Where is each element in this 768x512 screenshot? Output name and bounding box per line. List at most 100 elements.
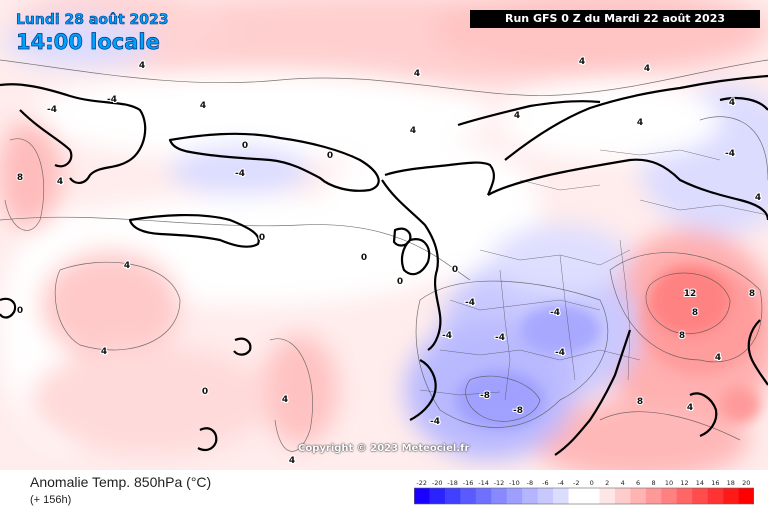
copyright-watermark: Copyright © 2023 Meteociel.fr (298, 443, 470, 454)
contour-label: 0 (259, 233, 265, 243)
legend-swatch (444, 488, 461, 504)
legend-swatch (676, 488, 693, 504)
contour-label: 8 (637, 397, 643, 407)
legend-swatch (429, 488, 446, 504)
legend-tick-label: -4 (558, 479, 564, 487)
borders (419, 149, 768, 401)
legend-tick-label: -8 (527, 479, 533, 487)
legend-tick-label: 8 (651, 479, 655, 487)
contour-label: 0 (327, 151, 333, 161)
legend-tick-label: 20 (742, 479, 750, 487)
legend-swatch (645, 488, 662, 504)
contour-label: 0 (361, 253, 367, 263)
contour-label: -8 (480, 391, 490, 401)
contour-label: 4 (139, 61, 145, 71)
contour-label: -8 (513, 406, 523, 416)
contour-label: 0 (242, 141, 248, 151)
legend-swatch (661, 488, 678, 504)
valid-date: Lundi 28 août 2023 (16, 12, 169, 29)
legend-swatch (599, 488, 616, 504)
contour-label: 4 (200, 101, 206, 111)
legend-swatch (630, 488, 647, 504)
contour-label: -4 (495, 333, 505, 343)
legend-swatch (460, 488, 477, 504)
legend-tick-label: -16 (463, 479, 474, 487)
legend-swatch (553, 488, 569, 504)
contour-label: 4 (514, 111, 520, 121)
contour-label: -4 (555, 348, 565, 358)
legend-tick-label: 12 (680, 479, 688, 487)
contour-label: 4 (124, 261, 130, 271)
legend-swatch (522, 488, 538, 504)
legend-swatch (723, 488, 739, 504)
legend-swatch (537, 488, 554, 504)
contour-label: 12 (684, 289, 697, 299)
contour-label: -4 (442, 331, 452, 341)
valid-time: 14:00 locale (16, 30, 161, 55)
contour-label: 0 (397, 277, 403, 287)
contour-label: 4 (282, 395, 288, 405)
contour-labels: 4 -4 -4 4 4 4 4 4 4 8 4 0 -4 0 0 4 0 0 0 -4 -4 -4 -4 -4 -8 -8 -4 12… (16, 56, 762, 467)
contour-label: 4 (715, 353, 721, 363)
contour-label: 4 (579, 57, 585, 67)
legend-tick-label: 0 (590, 479, 594, 487)
contour-lines (0, 59, 768, 452)
legend-tick-label: -10 (509, 479, 520, 487)
contour-label: -4 (465, 298, 475, 308)
legend-tick-label: -2 (573, 479, 579, 487)
anomaly-map: 4 -4 -4 4 4 4 4 4 4 8 4 0 -4 0 0 4 0 0 0 -4 -4 -4 -4 -4 -8 -8 -4 12… (0, 0, 768, 470)
color-scale-legend: -22 -20 -18 -16 -14 -12 -10 -8 -6 -4 -2 0 2 4 6 8 10 12 14… (414, 479, 754, 505)
legend-tick-label: -22 (416, 479, 427, 487)
legend-swatch (506, 488, 523, 504)
contour-label: 4 (644, 64, 650, 74)
legend-swatch (584, 488, 600, 504)
contour-label: 8 (692, 308, 698, 318)
contour-label: 4 (755, 193, 761, 203)
run-banner: Run GFS 0 Z du Mardi 22 août 2023 (470, 10, 760, 28)
contour-label: 0 (202, 387, 208, 397)
legend-tick-label: 16 (711, 479, 719, 487)
contour-label: 4 (687, 403, 693, 413)
contour-label: 4 (101, 347, 107, 357)
legend-swatch (491, 488, 508, 504)
legend-tick-label: 18 (727, 479, 735, 487)
legend-tick-label: -20 (432, 479, 443, 487)
legend-tick-label: -18 (447, 479, 458, 487)
legend-tick-label: -6 (542, 479, 548, 487)
contour-label: -4 (725, 149, 735, 159)
legend-tick-label: 14 (696, 479, 704, 487)
legend-swatch (414, 488, 430, 504)
contour-label: -4 (550, 308, 560, 318)
legend-tick-label: 2 (605, 479, 609, 487)
forecast-step: (+ 156h) (30, 494, 72, 506)
legend-swatch (568, 488, 585, 504)
contour-label: 4 (289, 456, 295, 466)
legend-swatch (707, 488, 724, 504)
contour-label: 4 (410, 126, 416, 136)
contour-label: -4 (47, 105, 57, 115)
legend-tick-label: 10 (665, 479, 673, 487)
contour-label: 4 (414, 69, 420, 79)
legend-swatch (692, 488, 708, 504)
contour-label: -4 (235, 169, 245, 179)
contour-label: -4 (430, 417, 440, 427)
contour-label: -4 (107, 95, 117, 105)
contour-label: 4 (637, 118, 643, 128)
contour-label: 8 (679, 331, 685, 341)
contour-label: 0 (17, 306, 23, 316)
legend-tick-label: -12 (494, 479, 505, 487)
legend-swatch (738, 488, 754, 504)
legend-tick-label: -14 (478, 479, 489, 487)
contour-label: 4 (729, 98, 735, 108)
legend-swatch (614, 488, 631, 504)
contour-label: 8 (749, 289, 755, 299)
product-title: Anomalie Temp. 850hPa (°C) (30, 474, 212, 490)
legend-outline (414, 487, 754, 505)
legend-tick-label: 4 (621, 479, 625, 487)
coastlines (0, 74, 768, 456)
contour-label: 0 (452, 265, 458, 275)
legend-tick-label: 6 (636, 479, 640, 487)
contour-label: 4 (57, 177, 63, 187)
contour-label: 8 (17, 173, 23, 183)
legend-swatch (475, 488, 492, 504)
